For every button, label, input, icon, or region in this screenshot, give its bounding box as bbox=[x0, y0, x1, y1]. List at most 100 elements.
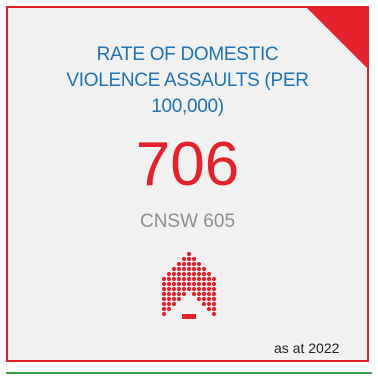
house-dot bbox=[181, 256, 187, 262]
house-dot bbox=[196, 271, 202, 277]
house-dot bbox=[191, 281, 197, 287]
house-dot bbox=[171, 266, 177, 272]
house-door-mark bbox=[182, 314, 196, 319]
house-dot bbox=[181, 291, 187, 297]
house-dot bbox=[186, 261, 192, 267]
house-dot bbox=[201, 266, 207, 272]
house-dot bbox=[201, 286, 207, 292]
house-dot bbox=[211, 311, 217, 317]
house-dot bbox=[166, 276, 172, 282]
house-dot bbox=[186, 271, 192, 277]
house-dot bbox=[196, 261, 202, 267]
house-dot bbox=[181, 266, 187, 272]
house-dot bbox=[166, 296, 172, 302]
house-dot bbox=[206, 271, 212, 277]
house-dot bbox=[206, 291, 212, 297]
house-dot bbox=[201, 271, 207, 277]
house-dot bbox=[176, 291, 182, 297]
house-dot bbox=[206, 286, 212, 292]
house-dot bbox=[176, 286, 182, 292]
house-dot bbox=[191, 291, 197, 297]
corner-triangle bbox=[307, 8, 367, 68]
stat-card: RATE OF DOMESTIC VIOLENCE ASSAULTS (PER … bbox=[6, 6, 369, 362]
house-dot bbox=[161, 296, 167, 302]
comparison-value: CNSW 605 bbox=[139, 211, 236, 232]
house-dot bbox=[206, 281, 212, 287]
house-dot bbox=[176, 276, 182, 282]
house-dot bbox=[191, 261, 197, 267]
house-dot bbox=[201, 301, 207, 307]
house-dot bbox=[211, 291, 217, 297]
house-dot bbox=[161, 286, 167, 292]
house-dot bbox=[161, 306, 167, 312]
house-dot bbox=[161, 281, 167, 287]
card-title-line: VIOLENCE ASSAULTS (PER bbox=[66, 70, 309, 91]
house-dot bbox=[181, 281, 187, 287]
house-dot bbox=[201, 281, 207, 287]
house-dot bbox=[171, 296, 177, 302]
house-dot bbox=[166, 271, 172, 277]
house-dot bbox=[196, 281, 202, 287]
house-dot bbox=[181, 276, 187, 282]
house-dot bbox=[171, 291, 177, 297]
house-dot bbox=[176, 296, 182, 302]
house-dot bbox=[211, 276, 217, 282]
house-dot bbox=[196, 276, 202, 282]
house-dot bbox=[191, 276, 197, 282]
house-dot bbox=[196, 286, 202, 292]
house-dot bbox=[176, 281, 182, 287]
date-note: as at 2022 bbox=[274, 340, 340, 356]
house-dot bbox=[171, 276, 177, 282]
house-dot bbox=[166, 291, 172, 297]
house-dot bbox=[186, 276, 192, 282]
house-dot bbox=[211, 301, 217, 307]
house-dot bbox=[191, 271, 197, 277]
house-dot bbox=[171, 281, 177, 287]
house-dot bbox=[211, 286, 217, 292]
card-title: RATE OF DOMESTIC VIOLENCE ASSAULTS (PER … bbox=[8, 42, 367, 120]
house-dot bbox=[191, 256, 197, 262]
house-dot bbox=[181, 261, 187, 267]
house-dot bbox=[186, 251, 192, 257]
house-dot bbox=[211, 306, 217, 312]
card-title-line: 100,000) bbox=[151, 96, 224, 117]
house-dot bbox=[166, 306, 172, 312]
house-dot bbox=[191, 266, 197, 272]
house-dot bbox=[171, 301, 177, 307]
house-dot bbox=[201, 276, 207, 282]
house-dot bbox=[176, 261, 182, 267]
house-dot bbox=[181, 271, 187, 277]
house-dot bbox=[176, 266, 182, 272]
house-dot bbox=[166, 286, 172, 292]
stat-value: 706 bbox=[135, 130, 240, 199]
house-dot bbox=[191, 286, 197, 292]
dotted-house-icon bbox=[161, 251, 217, 319]
house-dot bbox=[196, 291, 202, 297]
house-dot bbox=[166, 301, 172, 307]
house-dot bbox=[186, 281, 192, 287]
house-dot bbox=[206, 301, 212, 307]
house-dot bbox=[176, 271, 182, 277]
house-dot bbox=[171, 286, 177, 292]
house-dot bbox=[181, 286, 187, 292]
house-dot bbox=[186, 256, 192, 262]
house-dot bbox=[161, 311, 167, 317]
green-divider bbox=[6, 372, 372, 374]
house-dot bbox=[186, 266, 192, 272]
house-dot bbox=[161, 276, 167, 282]
house-dot bbox=[171, 271, 177, 277]
house-dot bbox=[196, 266, 202, 272]
house-dot bbox=[206, 296, 212, 302]
house-dot bbox=[211, 296, 217, 302]
house-dot bbox=[201, 296, 207, 302]
house-dot bbox=[206, 306, 212, 312]
house-dot bbox=[211, 281, 217, 287]
card-title-line: RATE OF DOMESTIC bbox=[96, 44, 279, 65]
house-dot bbox=[201, 291, 207, 297]
house-dot bbox=[161, 291, 167, 297]
house-dot bbox=[196, 296, 202, 302]
house-dot bbox=[161, 301, 167, 307]
house-dot bbox=[206, 276, 212, 282]
house-dot bbox=[166, 281, 172, 287]
house-dot bbox=[186, 286, 192, 292]
